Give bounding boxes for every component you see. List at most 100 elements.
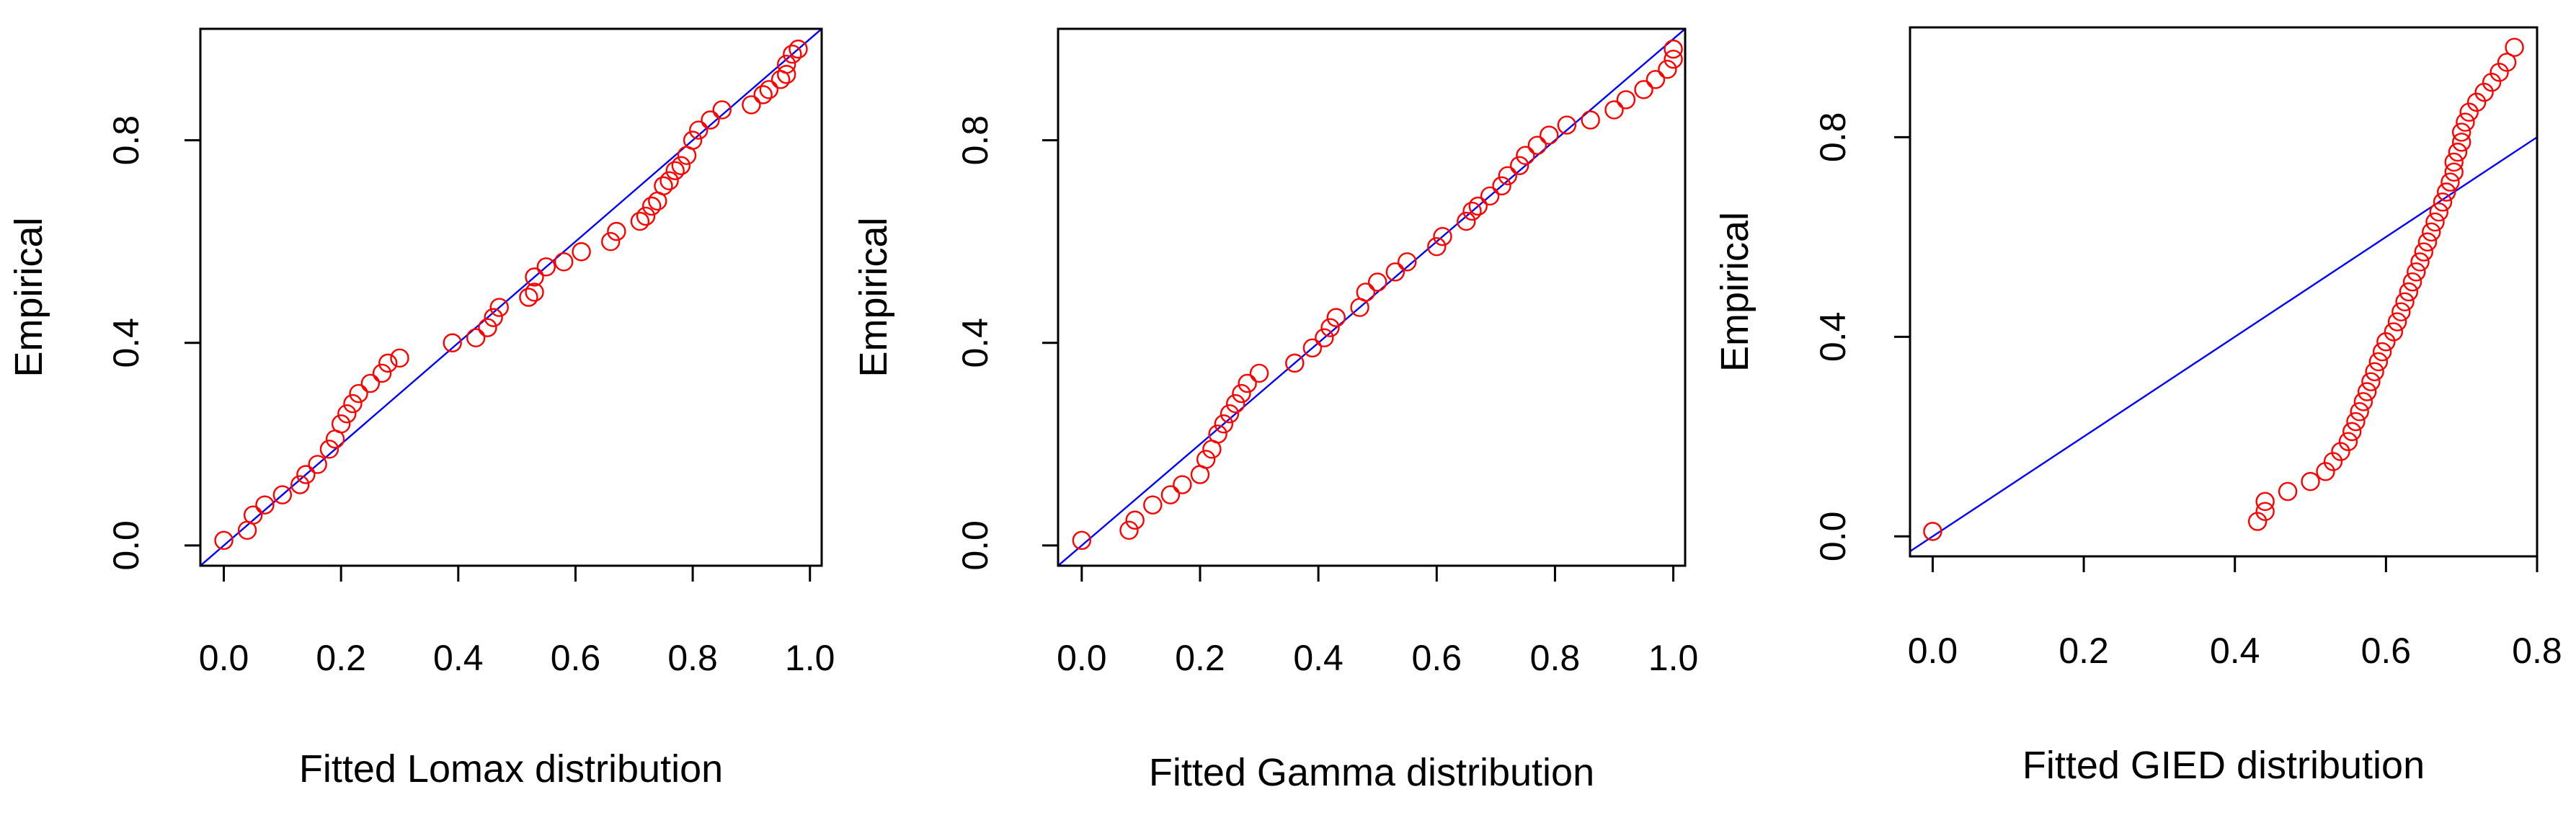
data-point [243, 505, 263, 525]
data-point [1457, 211, 1476, 231]
data-point [2350, 401, 2369, 422]
data-point [659, 171, 679, 191]
gied-panel: 0.0 0.2 0.4 0.6 0.8 0.0 0.4 0.8 Fitted GIED dist… [1713, 26, 2562, 787]
lomax-panel: 0.0 0.2 0.4 0.6 0.8 1.0 0.0 0.4 0.8 Fitted Lomax … [7, 27, 835, 791]
data-point [2255, 502, 2275, 521]
gamma-panel: 0.0 0.2 0.4 0.6 0.8 1.0 0.0 0.4 0.8 Fitted Gamma … [852, 27, 1699, 794]
x-tick-label: 0.6 [1412, 638, 1462, 678]
x-tick-label: 0.2 [1175, 638, 1225, 678]
data-point [1527, 135, 1547, 155]
data-point [331, 414, 351, 434]
data-point [1173, 475, 1192, 494]
data-point [1249, 363, 1269, 383]
data-point [2429, 203, 2448, 222]
y-axis-title: Empirical [1713, 212, 1756, 372]
data-point [2433, 192, 2453, 212]
data-point [2391, 302, 2411, 321]
x-tick-label: 0.0 [199, 638, 249, 678]
x-tick-label: 0.8 [667, 638, 718, 678]
data-point [2399, 282, 2419, 302]
data-point [2353, 392, 2373, 412]
data-point [255, 495, 275, 515]
plot-frame [199, 27, 823, 567]
data-point [337, 404, 357, 424]
data-point [2448, 142, 2468, 162]
x-tick-label: 0.4 [1293, 638, 1343, 678]
data-point [1462, 201, 1482, 221]
x-tick-label: 1.0 [1648, 638, 1699, 678]
plot-frame [1057, 27, 1687, 567]
data-point [2357, 382, 2377, 401]
data-point [1226, 393, 1245, 414]
data-point [536, 257, 556, 277]
x-tick-label: 0.8 [2512, 631, 2562, 671]
data-point [2422, 222, 2441, 242]
data-point [1498, 166, 1517, 186]
data-point [1119, 520, 1139, 540]
data-point [641, 196, 662, 216]
data-point [1923, 522, 1942, 541]
data-point [2376, 332, 2396, 352]
data-point [2368, 352, 2389, 372]
data-point [2301, 471, 2320, 491]
data-point [1326, 308, 1346, 327]
y-tick-label: 0.0 [106, 520, 146, 571]
data-point [489, 298, 509, 317]
data-point [1480, 186, 1500, 206]
y-tick-label: 0.0 [955, 520, 995, 571]
reference-line [200, 29, 822, 566]
data-point [319, 440, 339, 459]
data-point [1220, 404, 1240, 424]
data-point [554, 252, 574, 272]
data-point [1315, 328, 1334, 347]
data-point [683, 130, 703, 150]
data-point [2407, 262, 2426, 282]
data-point [1634, 80, 1653, 99]
data-point [484, 308, 503, 327]
data-point [601, 231, 621, 252]
data-point [1398, 252, 1417, 272]
x-axis-title: Fitted Gamma distribution [1149, 751, 1594, 794]
data-point [1208, 424, 1227, 444]
data-point [789, 39, 808, 59]
data-point [1385, 262, 1405, 282]
data-point [296, 465, 316, 484]
data-point [689, 120, 709, 140]
data-point [2255, 491, 2275, 512]
data-point [349, 383, 368, 404]
data-point [2474, 82, 2494, 102]
data-point [2387, 312, 2407, 332]
x-tick-label: 1.0 [785, 638, 835, 678]
x-axis-title: Fitted Lomax distribution [299, 747, 723, 791]
x-tick-label: 0.2 [2058, 631, 2109, 671]
data-point [1356, 283, 1375, 302]
data-point [1492, 176, 1511, 196]
data-point [478, 318, 497, 337]
data-point [2331, 442, 2350, 461]
data-point [1214, 414, 1234, 434]
x-tick-label: 0.0 [1908, 631, 1958, 671]
data-point [753, 85, 773, 104]
data-point [1368, 272, 1387, 292]
data-point [2372, 342, 2392, 362]
data-point [372, 363, 392, 383]
data-point [443, 333, 462, 352]
data-point [2414, 242, 2433, 262]
data-point [2395, 292, 2415, 312]
data-point [636, 206, 656, 226]
data-point [290, 475, 310, 494]
x-axis-title: Fitted GIED distribution [2022, 744, 2425, 787]
data-point [1540, 125, 1559, 145]
data-point [1433, 226, 1452, 246]
y-axis-title: Empirical [852, 217, 895, 377]
data-point [1072, 530, 1092, 551]
data-point [2497, 53, 2517, 72]
data-point [1143, 495, 1163, 515]
data-point [2365, 362, 2384, 381]
x-tick-label: 0.8 [1530, 638, 1581, 678]
data-point [2361, 372, 2381, 391]
data-point [1320, 318, 1340, 337]
data-point [701, 110, 720, 130]
data-point [2456, 112, 2475, 132]
